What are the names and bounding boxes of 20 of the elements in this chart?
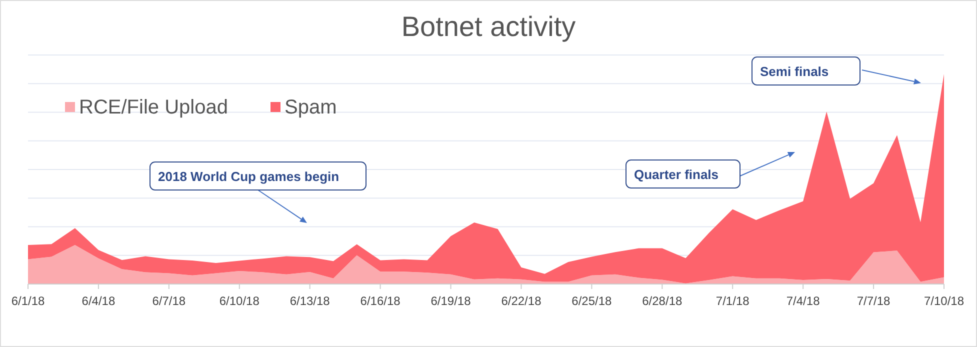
- x-tick-label: 6/16/18: [360, 294, 401, 308]
- x-tick-label: 6/19/18: [430, 294, 472, 308]
- x-tick-label: 6/10/18: [219, 294, 260, 308]
- x-tick-label: 7/10/18: [924, 294, 964, 308]
- legend-label: Spam: [284, 96, 337, 118]
- annotation: 2018 World Cup games begin: [158, 169, 340, 184]
- x-tick-label: 7/4/18: [786, 294, 820, 308]
- legend-label: RCE/File Upload: [79, 96, 228, 118]
- x-tick-label: 6/22/18: [501, 294, 542, 308]
- annotation: Quarter finals: [634, 167, 719, 182]
- x-tick-label: 6/13/18: [290, 294, 330, 308]
- x-tick-label: 6/4/18: [82, 294, 116, 308]
- x-tick-label: 7/7/18: [856, 294, 891, 308]
- chart-title: Botnet activity: [401, 11, 576, 42]
- x-tick-label: 6/1/18: [11, 294, 45, 308]
- annotation: Semi finals: [760, 64, 829, 79]
- x-tick-label: 6/28/18: [642, 294, 682, 308]
- x-tick-label: 6/25/18: [572, 294, 612, 308]
- x-tick-label: 7/1/18: [716, 294, 750, 308]
- x-tick-label: 6/7/18: [152, 294, 186, 308]
